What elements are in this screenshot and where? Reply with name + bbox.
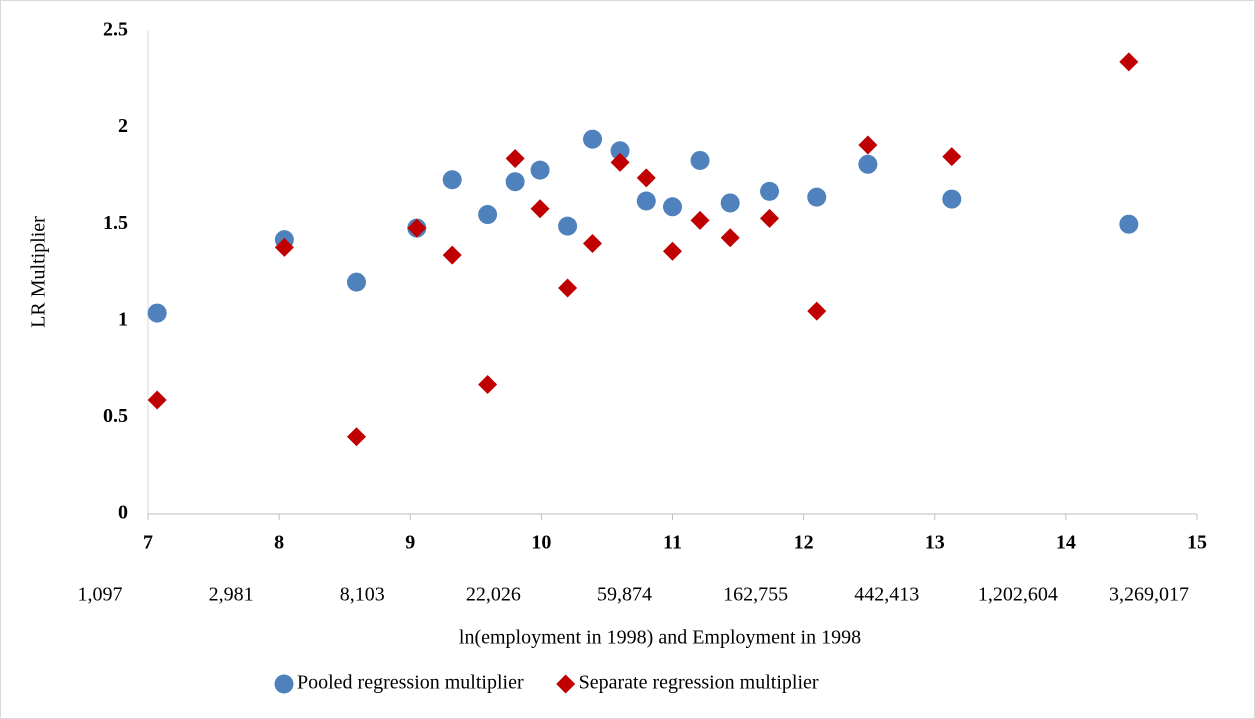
- data-point: [442, 170, 462, 190]
- data-point: [858, 154, 878, 174]
- x-tick-label: 12: [794, 532, 814, 554]
- data-point: [760, 181, 780, 201]
- data-point: [858, 135, 878, 155]
- x-tick-label: 11: [663, 532, 682, 554]
- data-point: [530, 199, 550, 219]
- legend-marker: [274, 674, 294, 694]
- data-point: [147, 390, 167, 410]
- legend-label: Separate regression multiplier: [579, 672, 819, 694]
- data-point: [720, 193, 740, 213]
- x2-tick-label: 1,097: [78, 584, 123, 606]
- x-tick-label: 14: [1056, 532, 1076, 554]
- data-point: [346, 427, 366, 447]
- data-point: [274, 237, 294, 257]
- y-axis-label: LR Multiplier: [28, 216, 50, 328]
- data-point: [690, 150, 710, 170]
- x2-tick-label: 22,026: [466, 584, 521, 606]
- x-tick-label: 9: [405, 532, 415, 554]
- data-point: [583, 129, 603, 149]
- data-point: [505, 149, 525, 169]
- data-point: [583, 234, 603, 254]
- data-point: [807, 301, 827, 321]
- x2-tick-label: 59,874: [597, 584, 652, 606]
- data-point: [442, 245, 462, 265]
- legend-marker: [556, 674, 576, 694]
- x-tick-label: 13: [925, 532, 945, 554]
- data-point: [807, 187, 827, 207]
- x2-tick-label: 2,981: [209, 584, 254, 606]
- x-tick-label: 15: [1187, 532, 1207, 554]
- y-tick-label: 0: [118, 502, 128, 524]
- legend-label: Pooled regression multiplier: [297, 672, 524, 694]
- y-tick-label: 0.5: [103, 405, 128, 427]
- x2-tick-label: 8,103: [340, 584, 385, 606]
- data-point: [478, 205, 498, 225]
- data-point: [478, 375, 498, 395]
- x2-tick-label: 3,269,017: [1109, 584, 1189, 606]
- y-tick-label: 1: [118, 308, 128, 330]
- y-tick-label: 2.5: [103, 19, 128, 41]
- x-tick-label: 10: [531, 532, 551, 554]
- data-point: [942, 189, 962, 209]
- data-point: [1119, 214, 1139, 234]
- x-tick-label: 7: [143, 532, 153, 554]
- data-point: [610, 141, 630, 161]
- data-point: [530, 160, 550, 180]
- data-point: [760, 208, 780, 228]
- data-point: [346, 272, 366, 292]
- y-tick-label: 1.5: [103, 212, 128, 234]
- data-point: [636, 191, 656, 211]
- data-point: [610, 152, 630, 172]
- data-point: [663, 241, 682, 261]
- data-point: [690, 210, 710, 230]
- data-point: [636, 168, 656, 188]
- x-tick-label: 8: [274, 532, 284, 554]
- data-point: [558, 278, 578, 298]
- data-point: [505, 172, 525, 192]
- data-point: [942, 147, 962, 167]
- x2-tick-label: 442,413: [854, 584, 919, 606]
- data-point: [558, 216, 578, 236]
- x-axis-label: ln(employment in 1998) and Employment in…: [459, 627, 861, 649]
- data-point: [1119, 52, 1139, 72]
- x2-tick-label: 1,202,604: [978, 584, 1058, 606]
- data-point: [407, 218, 427, 238]
- data-point: [663, 197, 682, 217]
- y-tick-label: 2: [118, 115, 128, 137]
- data-point: [720, 228, 740, 248]
- data-point: [147, 303, 167, 323]
- x2-tick-label: 162,755: [723, 584, 788, 606]
